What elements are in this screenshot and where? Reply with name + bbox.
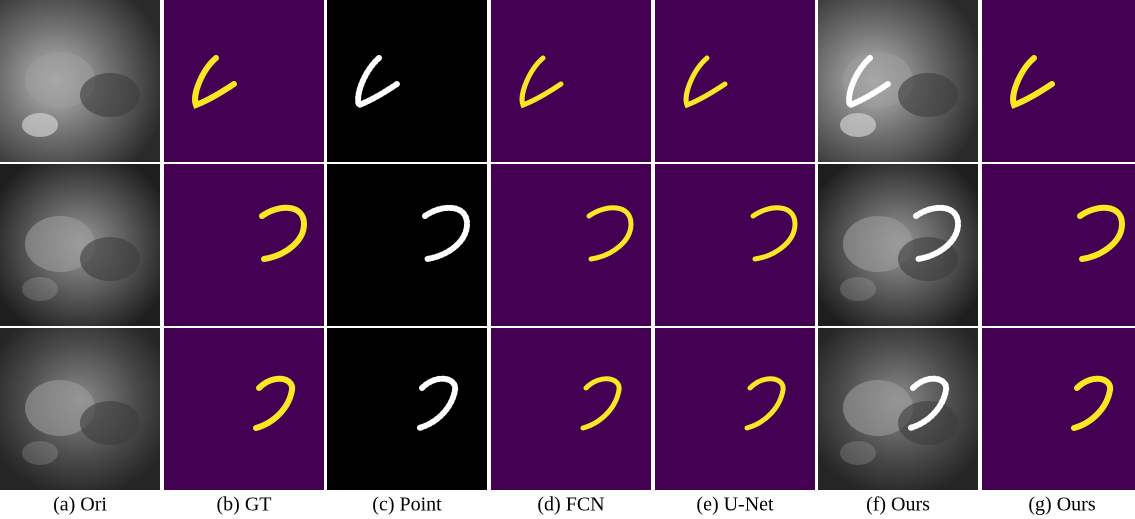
mask-background [655,328,815,490]
mri-structure [80,401,140,445]
mask-background [982,0,1135,162]
mask-background [655,0,815,162]
image-tile [327,0,487,162]
image-tile [327,328,487,490]
image-tile [982,0,1135,162]
mask-background [164,164,324,326]
mri-structure [22,441,58,465]
image-tile [0,164,160,326]
mask-background [164,0,324,162]
image-tile [491,0,651,162]
caption: (a) Ori [53,494,107,516]
image-tile [818,328,978,490]
mask-background [491,0,651,162]
mri-structure [840,113,876,137]
image-tile [164,164,324,326]
mask-background [655,164,815,326]
image-tile [655,0,815,162]
caption: (f) Ours [866,494,930,516]
mask-background [491,328,651,490]
image-tile [327,164,487,326]
mri-structure [840,277,876,301]
image-tile [655,328,815,490]
image-tile [491,164,651,326]
caption: (c) Point [372,494,442,516]
mri-structure [898,73,958,117]
image-tile [491,328,651,490]
mri-structure [22,113,58,137]
image-tile [164,0,324,162]
image-tile [164,328,324,490]
image-tile [0,0,160,162]
mri-structure [840,441,876,465]
image-tile [655,164,815,326]
figure: (a) Ori (b) GT (c) Point (d) FCN (e) U-Net (f… [0,0,1135,519]
caption: (e) U-Net [696,494,774,516]
caption: (b) GT [217,494,272,516]
image-tile [818,164,978,326]
image-tile [982,328,1135,490]
mri-structure [22,277,58,301]
mask-background [982,328,1135,490]
mri-structure [80,237,140,281]
image-tile [982,164,1135,326]
mask-background [164,328,324,490]
point-background [327,328,487,490]
mri-structure [80,73,140,117]
point-background [327,0,487,162]
caption: (g) Ours [1028,494,1095,516]
point-background [327,164,487,326]
image-tile [0,328,160,490]
caption: (d) FCN [537,494,604,516]
mask-background [491,164,651,326]
mri-structure [898,401,958,445]
image-tile [818,0,978,162]
